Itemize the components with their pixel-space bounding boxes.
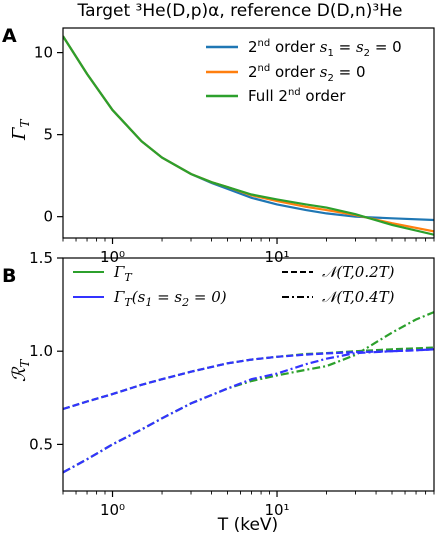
y-tick-label-b-1: 0.5: [29, 435, 53, 453]
series-line-b-2: [63, 311, 434, 474]
y-tick-label-b-3: 1.5: [29, 249, 53, 267]
y-tick-label-a-3: 10: [34, 44, 53, 62]
legend-a-label-2: 2nd order s2 = 0: [248, 63, 366, 84]
series-line-a-3: [63, 35, 434, 236]
axes-frame-b: [62, 257, 435, 492]
legend-b-label-4: 𝒩(T,0.4T): [322, 288, 395, 306]
panel-label-b: B: [2, 265, 16, 287]
series-line-b-1: [63, 346, 434, 411]
y-axis-label-a: ΓT: [9, 119, 32, 142]
plot-area-a: [63, 35, 434, 236]
y-tick-label-a-2: 5: [43, 126, 53, 144]
axis-ticks-b: 10⁰ 10¹ 0.5 1.0 1.5: [29, 249, 435, 519]
legend-b-label-3: 𝒩(T,0.2T): [322, 263, 395, 281]
series-line-b-3: [63, 348, 434, 411]
panel-b: 10⁰ 10¹ 0.5 1.0 1.5 ℛT T (keV) ΓT ΓT(s1 = s2…: [9, 249, 435, 535]
y-tick-label-b-2: 1.0: [29, 342, 53, 360]
legend-b-label-2: ΓT(s1 = s2 = 0): [113, 288, 227, 309]
y-tick-label-a-1: 0: [43, 208, 53, 226]
panel-label-a: A: [2, 25, 17, 47]
x-tick-label-b-1: 10⁰: [100, 501, 125, 519]
x-tick-label-a-1: 10⁰: [100, 248, 125, 266]
series-line-b-4: [63, 348, 434, 474]
legend-a: 2nd order s1 = s2 = 0 2nd order s2 = 0 F…: [206, 38, 402, 105]
panel-a: 10⁰ 10¹ 0 5 10 ΓT 2nd order s1 = s2 = 0 2nd …: [9, 27, 435, 266]
axes-frame-a: [62, 27, 435, 239]
legend-a-label-3: Full 2nd order: [248, 87, 346, 105]
legend-b-label-1: ΓT: [113, 263, 133, 284]
x-tick-label-a-2: 10¹: [264, 248, 289, 266]
chart-title: Target ³He(D,p)α, reference D(D,n)³He: [77, 1, 403, 21]
y-axis-label-b: ℛT: [9, 359, 32, 382]
legend-a-label-1: 2nd order s1 = s2 = 0: [248, 38, 402, 59]
x-tick-label-b-2: 10¹: [264, 501, 289, 519]
x-axis-label-b: T (keV): [217, 515, 278, 535]
axis-ticks-a: 10⁰ 10¹ 0 5 10: [34, 44, 435, 266]
plot-area-b: [63, 311, 434, 474]
legend-b: ΓT ΓT(s1 = s2 = 0) 𝒩(T,0.2T) 𝒩(T,0.4T): [73, 263, 395, 309]
